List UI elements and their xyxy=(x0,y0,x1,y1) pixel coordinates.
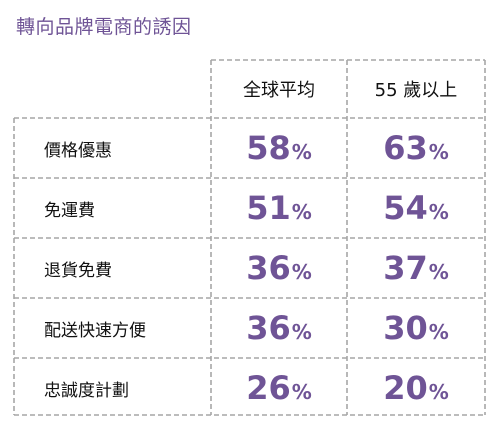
value-cell: 54% xyxy=(347,178,485,238)
value-number: 54 xyxy=(383,189,428,227)
value-number: 36 xyxy=(246,309,291,347)
value-number: 20 xyxy=(383,369,428,407)
percent-unit: % xyxy=(291,380,312,404)
value-cell: 58% xyxy=(211,118,347,178)
percent-unit: % xyxy=(291,200,312,224)
value-number: 63 xyxy=(383,129,428,167)
value-cell: 51% xyxy=(211,178,347,238)
percent-unit: % xyxy=(291,260,312,284)
value-cell: 26% xyxy=(211,358,347,418)
value-cell: 37% xyxy=(347,238,485,298)
percent-unit: % xyxy=(428,380,449,404)
percent-unit: % xyxy=(428,200,449,224)
percent-unit: % xyxy=(428,140,449,164)
row-label: 配送快速方便 xyxy=(44,320,146,341)
value-cell: 36% xyxy=(211,238,347,298)
value-cell: 63% xyxy=(347,118,485,178)
percent-unit: % xyxy=(291,140,312,164)
column-header: 全球平均 xyxy=(243,80,315,101)
row-label: 退貨免費 xyxy=(44,260,112,281)
value-number: 26 xyxy=(246,369,291,407)
percent-unit: % xyxy=(291,320,312,344)
value-number: 30 xyxy=(383,309,428,347)
value-number: 36 xyxy=(246,249,291,287)
row-label: 免運費 xyxy=(44,200,95,221)
row-label: 價格優惠 xyxy=(44,140,112,161)
page-title: 轉向品牌電商的誘因 xyxy=(16,16,192,38)
column-header: 55 歲以上 xyxy=(374,80,458,101)
value-cell: 30% xyxy=(347,298,485,358)
value-number: 58 xyxy=(246,129,291,167)
value-cell: 20% xyxy=(347,358,485,418)
percent-unit: % xyxy=(428,260,449,284)
value-cell: 36% xyxy=(211,298,347,358)
value-number: 37 xyxy=(383,249,428,287)
percent-unit: % xyxy=(428,320,449,344)
value-number: 51 xyxy=(246,189,291,227)
row-label: 忠誠度計劃 xyxy=(44,380,129,401)
